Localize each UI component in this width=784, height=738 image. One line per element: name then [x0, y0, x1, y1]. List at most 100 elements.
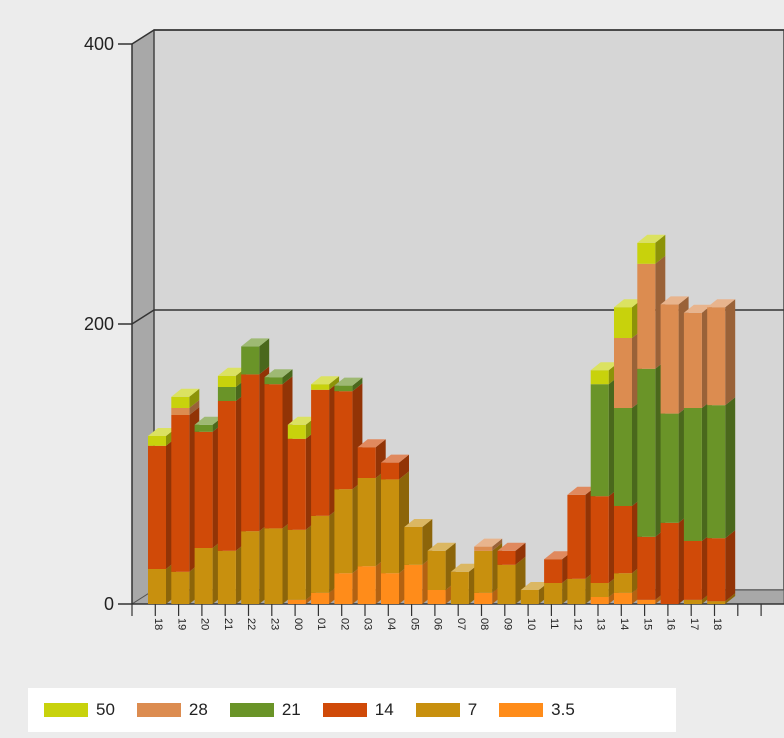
x-tick-label: 09	[502, 618, 514, 630]
bar-segment-side	[492, 538, 503, 551]
legend-swatch	[322, 703, 367, 717]
bar-segment	[241, 346, 260, 375]
bar-segment	[334, 391, 353, 490]
bar-top	[707, 299, 736, 308]
gridline-diag	[131, 309, 155, 325]
bar-segment	[171, 415, 190, 572]
x-tick-label: 04	[385, 618, 397, 630]
bar-segment	[683, 599, 702, 604]
bar-top	[357, 439, 386, 448]
bar-segment	[683, 312, 702, 408]
bar-top	[311, 376, 340, 385]
bar-segment	[707, 307, 726, 406]
bar-segment	[241, 531, 260, 604]
bar-stack	[660, 296, 689, 604]
bar-segment	[311, 592, 330, 604]
x-tick-label: 19	[175, 618, 187, 630]
bar-stack	[567, 486, 596, 604]
x-tick-label: 03	[362, 618, 374, 630]
legend-label: 3.5	[551, 700, 575, 719]
bar-top	[287, 416, 316, 425]
legend-swatch	[415, 703, 460, 717]
legend-label: 14	[374, 700, 394, 719]
bar-segment	[567, 578, 586, 604]
bar-top	[241, 338, 270, 347]
bar-segment	[217, 387, 236, 401]
bar-top	[217, 367, 246, 376]
bar-top	[334, 377, 363, 386]
bar-top	[427, 542, 456, 551]
x-tick-label: 05	[408, 618, 420, 630]
bar-segment	[357, 566, 376, 604]
x-tick-label: 11	[548, 618, 560, 629]
legend-label: 21	[281, 700, 301, 719]
bar-top	[590, 362, 619, 371]
bar-segment	[171, 571, 190, 604]
gridline-diag	[131, 29, 155, 45]
bar-segment	[614, 338, 632, 408]
legend-item: 50	[44, 700, 115, 720]
bar-segment	[590, 496, 609, 583]
x-tick-label: 07	[455, 618, 467, 630]
legend-label: 50	[96, 700, 115, 719]
bar-segment	[311, 384, 330, 390]
bar-top	[520, 582, 549, 590]
bar-top	[381, 454, 409, 463]
bar-segment	[194, 424, 213, 432]
bar-segment	[520, 590, 539, 604]
x-tick-label: 02	[338, 618, 350, 630]
x-tick-label: 13	[595, 618, 607, 630]
legend-label: 28	[188, 700, 208, 719]
bar-segment	[171, 396, 190, 408]
bar-segment	[637, 242, 656, 264]
bar-segment	[474, 550, 493, 593]
bar-segment	[264, 377, 283, 385]
legend-item: 14	[322, 700, 394, 720]
bar-top	[660, 296, 689, 305]
bar-segment	[148, 436, 166, 446]
bar-top	[404, 519, 433, 527]
bar-segment	[287, 424, 306, 439]
x-tick-label: 18	[711, 618, 723, 630]
bar-segment	[660, 522, 679, 604]
x-tick-label: 10	[525, 618, 537, 630]
bar-segment-side	[259, 338, 270, 375]
x-tick-label: 22	[245, 618, 257, 630]
x-tick-label: 06	[432, 618, 444, 630]
x-tick-label: 12	[571, 618, 583, 630]
bar-segment	[614, 506, 632, 574]
bar-segment	[637, 368, 656, 537]
x-tick-label: 01	[315, 618, 327, 630]
stacked-bar-chart: 0 200 400 18 19 20 21 22 23 00 01 02 03 04 05 06 07 08 09…	[84, 29, 784, 630]
bar-segment	[148, 569, 166, 604]
bar-segment-side	[352, 377, 363, 392]
bar-segment	[241, 374, 260, 532]
bar-segment	[148, 445, 166, 569]
bar-segment-side	[725, 593, 736, 604]
bar-segment	[381, 462, 399, 480]
bar-segment-side	[725, 530, 736, 602]
bar-segment	[590, 384, 609, 497]
bar-top	[614, 299, 642, 308]
bar-segment	[590, 597, 609, 604]
bar-segment-side	[399, 454, 409, 480]
bar-segment	[683, 541, 702, 600]
bar-segment-side	[282, 369, 293, 385]
bar-top	[194, 416, 223, 425]
bar-top	[450, 563, 479, 572]
bar-segment	[357, 447, 376, 478]
x-tick-label: 18	[152, 618, 164, 630]
bar-segment	[544, 583, 563, 604]
bar-top	[683, 304, 712, 313]
x-tick-label: 14	[618, 618, 630, 630]
bar-segment	[287, 438, 306, 530]
bar-segment	[637, 263, 656, 369]
bar-segment	[614, 592, 632, 604]
bar-segment	[194, 431, 213, 548]
bar-segment	[381, 479, 399, 574]
bar-segment	[707, 538, 726, 602]
bar-segment	[497, 550, 516, 565]
bar-segment	[217, 550, 236, 604]
bar-top	[171, 388, 200, 397]
bar-segment	[311, 389, 330, 516]
